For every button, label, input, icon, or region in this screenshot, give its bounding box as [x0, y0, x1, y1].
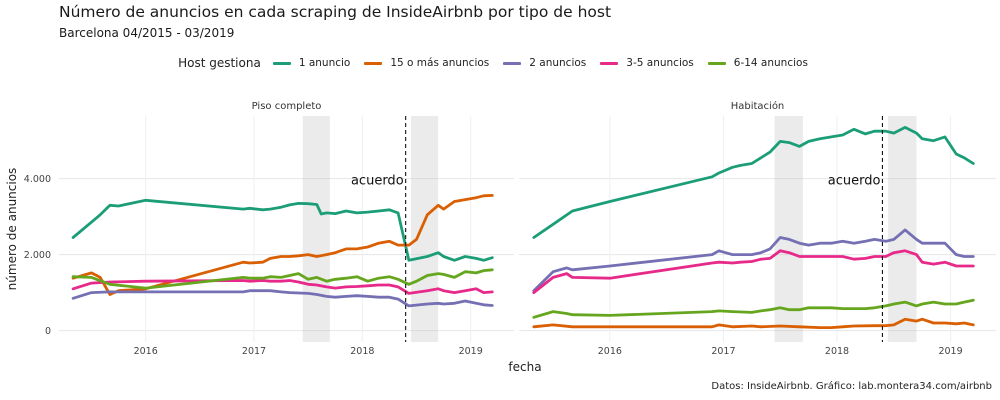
legend-item-2-anuncios: 2 anuncios	[503, 57, 586, 69]
panel-1-strip-title: Piso completo	[252, 101, 322, 112]
panel-1-series-line-5	[71, 268, 494, 290]
legend-key-2-anuncios	[503, 61, 522, 65]
panel-2-shaded-period-2	[888, 116, 917, 342]
legend-item-3-5-anuncios: 3-5 anuncios	[600, 57, 694, 69]
legend-label-15-o-mas-anuncios: 15 o más anuncios	[390, 57, 490, 69]
legend-label-2-anuncios: 2 anuncios	[529, 57, 587, 69]
panel-1-shaded-period-2	[411, 116, 439, 342]
panel-1-vline-label: acuerdo	[351, 174, 404, 189]
panel-2-xtick-label-1: 2017	[711, 346, 735, 357]
legend-title: Host gestiona	[178, 56, 261, 70]
x-axis-title: fecha	[508, 360, 541, 374]
panel-1-series-line-3	[71, 289, 494, 308]
panel-1-xtick-label-0: 2016	[134, 346, 158, 357]
panel-1-xtick-label-3: 2019	[459, 346, 483, 357]
chart-title: Número de anuncios en cada scraping de I…	[59, 3, 612, 21]
chart-caption: Datos: InsideAirbnb. Gráfico: lab.monter…	[711, 381, 992, 392]
panel-2-series-line-3	[532, 228, 975, 293]
legend-label-1-anuncio: 1 anuncio	[298, 57, 351, 69]
legend-key-3-5-anuncios	[600, 61, 619, 65]
panel-2-series-line-4	[532, 249, 975, 294]
legend-item-6-14-anuncios: 6-14 anuncios	[707, 57, 808, 69]
panel-1-series-line-4	[71, 279, 494, 295]
panel-1-xtick-label-1: 2017	[242, 346, 266, 357]
panel-2-series-line-5	[532, 298, 975, 319]
panel-1-series-line-1	[71, 198, 494, 262]
y-axis-title: número de anuncios	[5, 168, 19, 291]
chart-subtitle: Barcelona 04/2015 - 03/2019	[59, 26, 235, 40]
legend-key-1-anuncio	[272, 61, 291, 65]
panel-2-xtick-label-0: 2016	[598, 346, 622, 357]
ytick-label-1: 2.000	[24, 250, 51, 261]
panel-2-xtick-label-2: 2018	[825, 346, 849, 357]
legend-key-6-14-anuncios	[707, 61, 726, 65]
ytick-label-2: 4.000	[24, 174, 51, 185]
legend-item-1-anuncio: 1 anuncio	[272, 57, 351, 69]
panel-2-strip-title: Habitación	[731, 100, 785, 112]
panel-2-xtick-label-3: 2019	[938, 346, 962, 357]
panel-2-shaded-period-1	[774, 116, 803, 342]
legend-key-15-o-mas-anuncios	[364, 61, 383, 65]
panel-1-shaded-period-1	[302, 116, 330, 342]
legend-label-6-14-anuncios: 6-14 anuncios	[733, 57, 808, 69]
legend-label-3-5-anuncios: 3-5 anuncios	[626, 57, 694, 69]
panel-1-xtick-label-2: 2018	[350, 346, 374, 357]
legend: Host gestiona 1 anuncio 15 o más anuncio…	[0, 56, 1000, 70]
panel-2-vline-label: acuerdo	[828, 174, 881, 189]
panel-2-series-line-1	[532, 126, 975, 239]
legend-item-15-o-mas-anuncios: 15 o más anuncios	[364, 57, 489, 69]
panel-2-series-line-2	[532, 317, 975, 329]
ytick-label-0: 0	[45, 326, 51, 337]
